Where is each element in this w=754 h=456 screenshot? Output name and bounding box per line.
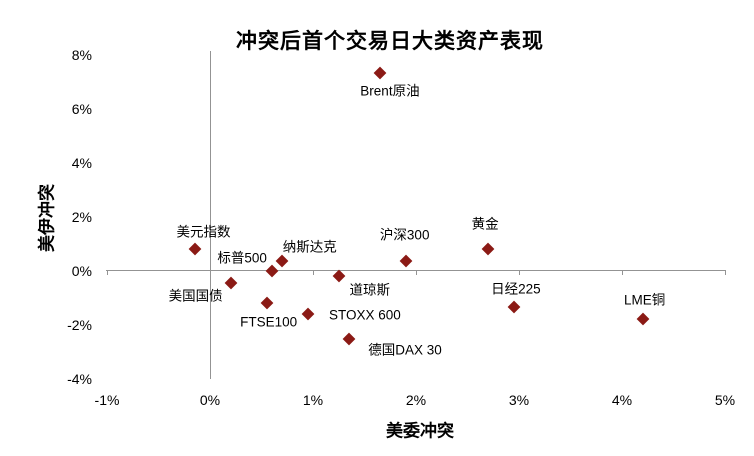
data-point-marker (188, 242, 201, 256)
data-point-label: FTSE100 (240, 314, 298, 330)
y-tick-label: 2% (71, 208, 92, 225)
data-point-marker (342, 332, 356, 346)
data-point-label: 纳斯达克 (282, 238, 337, 254)
data-point-label: 黄金 (471, 216, 499, 232)
x-tick-mark (518, 270, 520, 275)
y-tick-label: 8% (71, 46, 92, 63)
x-tick-label: 5% (714, 392, 736, 408)
y-axis-line (209, 50, 211, 379)
y-tick-label: 0% (71, 262, 92, 279)
data-point-marker (275, 254, 289, 268)
data-point-label: 沪深300 (379, 227, 430, 243)
data-point-label: Brent原油 (360, 83, 420, 99)
data-point-label: 日经225 (491, 281, 541, 297)
x-tick-mark (415, 270, 417, 275)
x-axis-title: 美委冲突 (386, 421, 454, 441)
data-point-label: 美元指数 (176, 224, 231, 240)
data-point-label: STOXX 600 (328, 306, 401, 322)
x-tick-label: 4% (611, 392, 633, 408)
x-tick-mark (312, 270, 314, 275)
x-tick-mark (621, 270, 623, 275)
y-tick-label: -2% (67, 316, 92, 333)
x-tick-label: 0% (199, 392, 221, 408)
chart-title: 冲突后首个交易日大类资产表现 (236, 30, 544, 53)
y-tick-label: 6% (71, 100, 92, 117)
data-point-label: 道琼斯 (349, 282, 391, 298)
y-tick-label: -4% (67, 370, 92, 387)
data-point-marker (636, 312, 649, 326)
x-tick-mark (724, 270, 726, 275)
data-point-marker (260, 296, 274, 310)
data-point-label: 美国国债 (168, 287, 223, 303)
data-point-marker (373, 67, 387, 80)
data-point-label: 德国DAX 30 (368, 342, 442, 358)
x-tick-label: -1% (94, 392, 120, 408)
x-tick-mark (209, 270, 211, 275)
data-point-marker (399, 254, 413, 268)
x-tick-mark (106, 270, 108, 275)
data-point-marker (265, 264, 279, 277)
y-tick-label: 4% (71, 154, 92, 171)
x-tick-label: 1% (302, 392, 324, 408)
data-point-label: LME铜 (623, 292, 666, 308)
data-point-marker (301, 307, 315, 321)
data-point-marker (481, 242, 495, 256)
data-point-marker (332, 269, 346, 283)
data-point-label: 标普500 (217, 250, 267, 266)
x-tick-label: 2% (405, 392, 427, 408)
data-point-marker (507, 300, 521, 314)
x-tick-label: 3% (508, 392, 530, 408)
data-point-marker (224, 276, 237, 290)
